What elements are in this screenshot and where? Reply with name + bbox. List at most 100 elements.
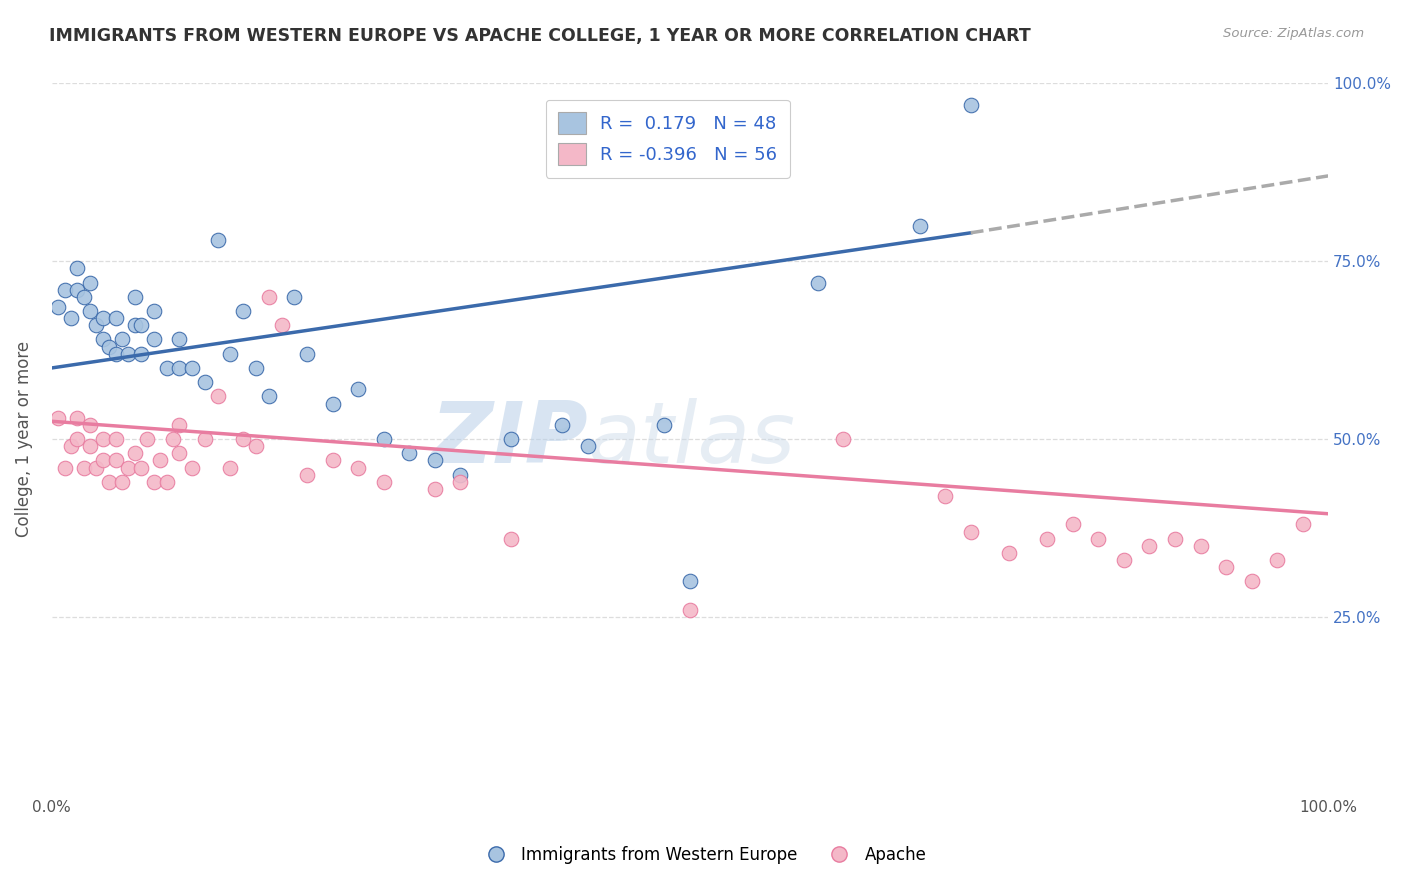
Point [423, 482, 446, 496]
Point [53, 460, 76, 475]
Point [245, 360, 267, 375]
Point [129, 347, 152, 361]
Point [91, 453, 114, 467]
Point [501, 532, 523, 546]
Point [117, 460, 139, 475]
Point [86, 460, 108, 475]
Point [142, 304, 165, 318]
Point [162, 432, 184, 446]
Point [398, 446, 420, 460]
Point [104, 453, 127, 467]
Point [1062, 517, 1084, 532]
Point [124, 290, 146, 304]
Point [169, 333, 191, 347]
Point [59, 311, 82, 326]
Point [1265, 553, 1288, 567]
Point [295, 467, 318, 482]
Point [998, 546, 1021, 560]
Point [1215, 560, 1237, 574]
Point [142, 333, 165, 347]
Point [219, 347, 242, 361]
Point [1112, 553, 1135, 567]
Point [194, 375, 217, 389]
Text: atlas: atlas [588, 398, 796, 481]
Point [501, 432, 523, 446]
Point [169, 417, 191, 432]
Point [91, 432, 114, 446]
Legend: Immigrants from Western Europe, Apache: Immigrants from Western Europe, Apache [472, 839, 934, 871]
Point [679, 603, 702, 617]
Point [654, 417, 676, 432]
Point [79, 276, 101, 290]
Point [832, 432, 855, 446]
Point [129, 318, 152, 333]
Point [806, 276, 828, 290]
Point [73, 460, 96, 475]
Point [142, 475, 165, 489]
Point [111, 333, 134, 347]
Point [576, 439, 599, 453]
Point [1139, 539, 1161, 553]
Point [551, 417, 574, 432]
Point [449, 475, 471, 489]
Point [111, 475, 134, 489]
Point [295, 347, 318, 361]
Point [373, 475, 395, 489]
Point [322, 396, 344, 410]
Point [169, 446, 191, 460]
Point [194, 432, 217, 446]
Point [1036, 532, 1059, 546]
Legend: R =  0.179   N = 48, R = -0.396   N = 56: R = 0.179 N = 48, R = -0.396 N = 56 [546, 100, 790, 178]
Point [373, 432, 395, 446]
Point [66, 261, 89, 276]
Point [104, 311, 127, 326]
Point [959, 97, 981, 112]
Point [79, 417, 101, 432]
Point [270, 318, 292, 333]
Point [219, 460, 242, 475]
Text: ZIP: ZIP [430, 398, 588, 481]
Y-axis label: College, 1 year or more: College, 1 year or more [15, 341, 32, 537]
Point [908, 219, 931, 233]
Point [959, 524, 981, 539]
Point [232, 432, 254, 446]
Point [1240, 574, 1263, 589]
Point [53, 283, 76, 297]
Point [91, 311, 114, 326]
Point [46, 301, 69, 315]
Point [347, 460, 370, 475]
Point [245, 439, 267, 453]
Point [136, 432, 159, 446]
Point [104, 432, 127, 446]
Point [156, 475, 179, 489]
Point [117, 347, 139, 361]
Point [66, 432, 89, 446]
Point [1291, 517, 1313, 532]
Point [169, 360, 191, 375]
Point [257, 389, 280, 403]
Point [73, 290, 96, 304]
Point [79, 439, 101, 453]
Point [66, 283, 89, 297]
Point [1087, 532, 1109, 546]
Point [679, 574, 702, 589]
Point [934, 489, 956, 503]
Point [347, 382, 370, 396]
Point [207, 233, 229, 247]
Point [181, 360, 204, 375]
Text: Source: ZipAtlas.com: Source: ZipAtlas.com [1223, 27, 1364, 40]
Point [156, 360, 179, 375]
Point [86, 318, 108, 333]
Point [149, 453, 172, 467]
Point [91, 333, 114, 347]
Point [104, 347, 127, 361]
Point [257, 290, 280, 304]
Point [449, 467, 471, 482]
Point [1189, 539, 1212, 553]
Point [232, 304, 254, 318]
Point [1164, 532, 1187, 546]
Point [79, 304, 101, 318]
Point [181, 460, 204, 475]
Point [124, 446, 146, 460]
Text: IMMIGRANTS FROM WESTERN EUROPE VS APACHE COLLEGE, 1 YEAR OR MORE CORRELATION CHA: IMMIGRANTS FROM WESTERN EUROPE VS APACHE… [49, 27, 1031, 45]
